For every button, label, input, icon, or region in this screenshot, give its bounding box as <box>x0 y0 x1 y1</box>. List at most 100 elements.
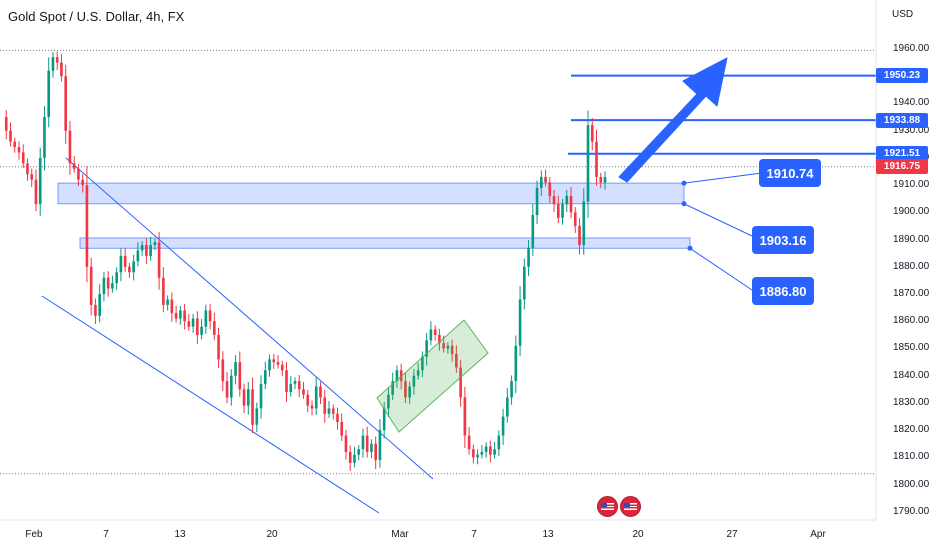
time-tick-label: 7 <box>103 529 109 540</box>
price-tick-label: 1810.00 <box>893 451 930 463</box>
candle-body <box>60 62 63 77</box>
candle-body <box>187 321 191 327</box>
candle-body <box>510 381 513 398</box>
price-tick-label: 1890.00 <box>893 233 930 245</box>
price-tick-label: 1960.00 <box>893 43 930 54</box>
candle-body <box>561 204 564 218</box>
candle-body <box>55 57 59 63</box>
us-flag-icon[interactable] <box>620 496 641 517</box>
candle-body <box>293 381 297 384</box>
candle-body <box>599 176 603 183</box>
candle-body <box>213 321 216 335</box>
candle-body <box>251 389 254 425</box>
price-callout[interactable]: 1903.16 <box>752 226 814 254</box>
price-tick-label: 1870.00 <box>893 288 930 300</box>
annotations[interactable] <box>376 57 728 433</box>
candle-body <box>395 370 399 382</box>
candle-body <box>140 245 144 251</box>
candle-body <box>285 370 288 393</box>
candle-body <box>89 266 93 305</box>
candle-body <box>603 176 607 183</box>
candle-body <box>476 454 479 458</box>
candle-body <box>455 353 458 368</box>
candle-body <box>196 318 199 335</box>
candle-body <box>268 359 271 371</box>
price-tick-label: 1800.00 <box>893 478 930 490</box>
price-tick-label: 1860.00 <box>893 315 930 327</box>
candle-body <box>38 157 42 205</box>
candle-body <box>450 345 454 354</box>
candle-body <box>569 196 573 213</box>
candle-body <box>387 394 390 409</box>
candle-body <box>4 117 8 131</box>
candle-body <box>348 451 352 463</box>
candle-body <box>501 416 505 436</box>
drawing-lines[interactable] <box>41 74 876 514</box>
candle-body <box>136 250 140 262</box>
candle-body <box>200 326 203 335</box>
candle-body <box>47 70 51 118</box>
candle-body <box>344 435 348 452</box>
candle-body <box>166 299 169 305</box>
candle-body <box>319 386 322 398</box>
candle-body <box>353 454 356 463</box>
candle-body <box>523 266 526 300</box>
us-flag-icon[interactable] <box>597 496 618 517</box>
candle-body <box>404 381 407 398</box>
candle-body <box>34 179 38 205</box>
time-tick-label: 20 <box>266 529 278 540</box>
candle-body <box>221 359 225 382</box>
candle-body <box>149 245 152 256</box>
candle-body <box>484 446 488 452</box>
candle-body <box>85 185 89 267</box>
candle-body <box>246 389 250 406</box>
candle-body <box>573 212 577 226</box>
candle-body <box>217 334 220 360</box>
price-callout[interactable]: 1910.74 <box>759 159 821 187</box>
candle-body <box>26 163 29 175</box>
candle-body <box>157 242 161 278</box>
candle-body <box>30 174 34 180</box>
candle-body <box>489 446 492 455</box>
price-axis-bg[interactable] <box>876 0 932 520</box>
candle-body <box>497 435 501 450</box>
candle-body <box>238 362 242 390</box>
candlesticks[interactable] <box>4 51 607 471</box>
candle-body <box>68 130 72 164</box>
candle-body <box>595 141 598 177</box>
price-tick-label: 1830.00 <box>893 396 930 408</box>
candle-body <box>111 283 114 289</box>
candle-body <box>539 176 543 188</box>
candle-body <box>472 449 475 458</box>
candle-body <box>289 383 293 393</box>
candle-body <box>310 405 314 409</box>
candle-body <box>463 397 467 436</box>
price-tick-label: 1930.00 <box>893 124 930 136</box>
candle-body <box>493 449 496 455</box>
support-zones[interactable] <box>57 182 691 249</box>
candle-body <box>544 176 547 183</box>
candle-body <box>128 266 131 273</box>
price-badge: 1921.51 <box>876 146 928 162</box>
candle-body <box>242 389 246 406</box>
candle-body <box>302 389 305 395</box>
callout-connector <box>683 172 763 184</box>
time-tick-label: Apr <box>810 529 826 540</box>
candle-body <box>280 364 284 371</box>
candle-body <box>361 435 365 450</box>
price-callout[interactable]: 1886.80 <box>752 277 814 305</box>
candle-body <box>263 370 267 384</box>
candle-body <box>255 408 259 425</box>
candle-body <box>323 397 327 414</box>
candle-body <box>208 310 212 322</box>
price-tick-label: 1850.00 <box>893 342 930 354</box>
candle-body <box>433 329 437 335</box>
candle-body <box>565 196 569 205</box>
candle-body <box>374 443 378 461</box>
candle-body <box>408 386 411 398</box>
currency-label: USD <box>892 9 914 20</box>
candle-body <box>556 204 560 218</box>
candle-body <box>123 255 127 267</box>
time-tick-label: Feb <box>25 529 43 540</box>
